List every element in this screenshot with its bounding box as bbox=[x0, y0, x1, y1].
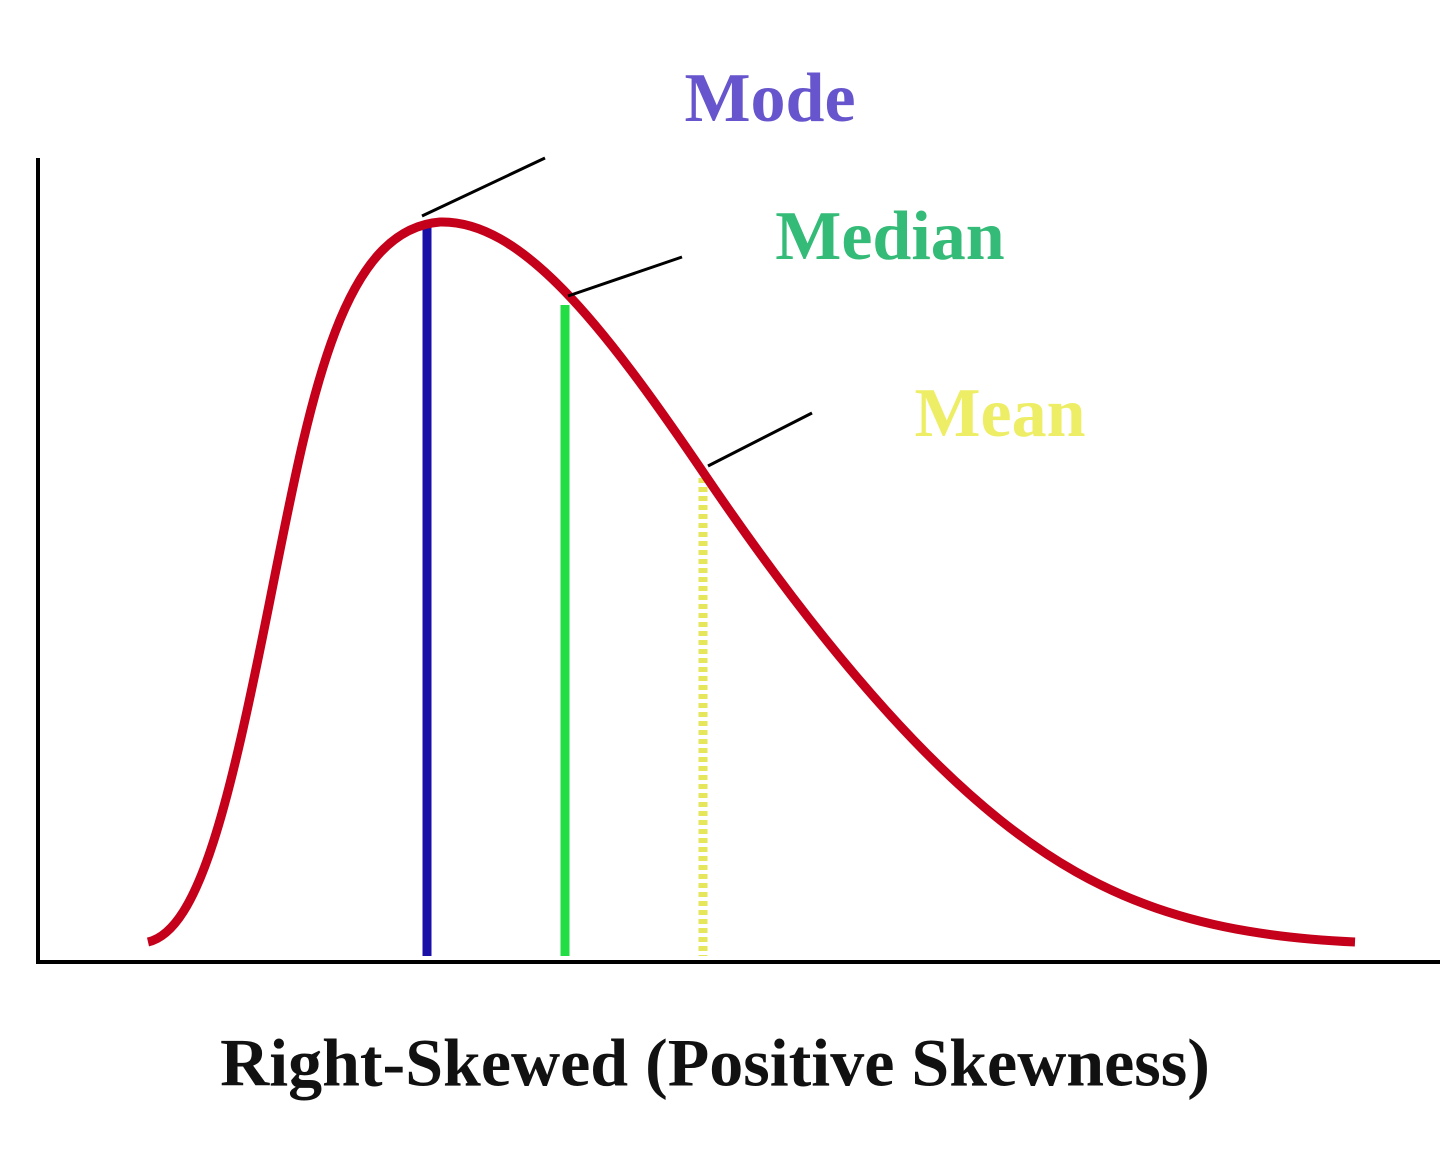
mode-leader bbox=[421, 156, 546, 218]
median-label: Median bbox=[775, 198, 1004, 275]
mean-leader bbox=[707, 411, 813, 468]
median-leader bbox=[567, 255, 683, 298]
mean-label: Mean bbox=[914, 375, 1085, 452]
caption: Right-Skewed (Positive Skewness) bbox=[220, 1025, 1210, 1101]
distribution-curve bbox=[146, 217, 1356, 947]
mode-label: Mode bbox=[684, 60, 855, 137]
